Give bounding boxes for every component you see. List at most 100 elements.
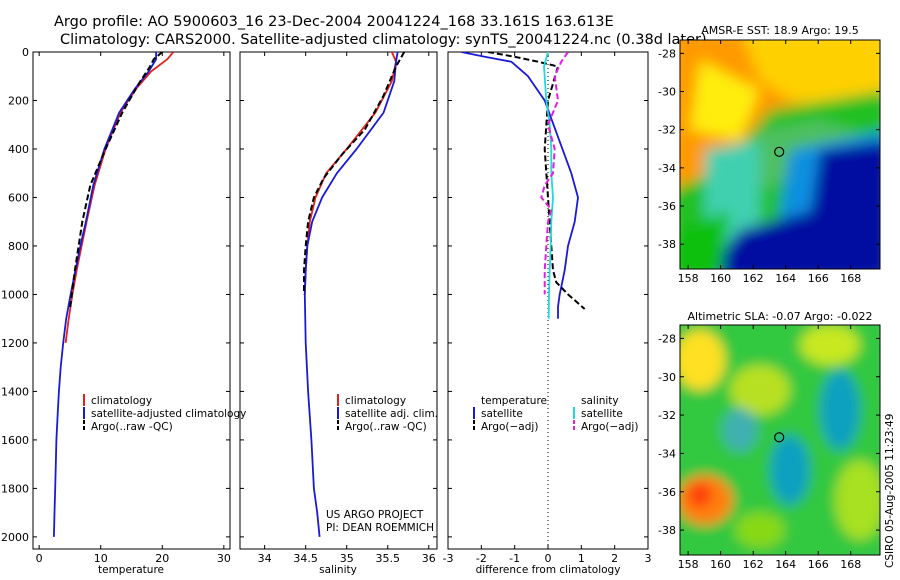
map-x-tick-label: 162 (743, 558, 764, 571)
sla-float-location-marker (774, 432, 785, 443)
series-line-sat_salinity (543, 52, 554, 319)
x-tick-label: -1 (509, 552, 520, 565)
sst-map-field (680, 40, 880, 269)
difference-axis-ticks: -3 -2 -1 0 1 2 3 (443, 51, 652, 565)
salinity-xlabel: salinity (319, 564, 357, 576)
figure-title-line1: Argo profile: AO 5900603_16 23-Dec-2004 … (54, 14, 614, 30)
series-line-argo (68, 52, 163, 310)
difference-xlabel: difference from climatology (476, 564, 621, 576)
temperature-series (53, 52, 175, 537)
map-x-tick-label: 164 (775, 558, 796, 571)
x-tick-label: 2 (611, 552, 618, 565)
x-tick-label: 34.5 (293, 552, 318, 565)
legend-satellite-label: satellite adj. clim. (345, 408, 438, 420)
map-y-tick-label: -28 (658, 332, 676, 345)
legend-salinity-heading: salinity (581, 395, 619, 407)
x-tick-label: 10 (94, 552, 108, 565)
map-y-tick-label: -34 (658, 162, 676, 175)
legend-climatology-label: climatology (91, 395, 152, 407)
y-tick-label: 1800 (1, 482, 29, 495)
legend-temp-satellite-label: satellite (481, 408, 523, 420)
side-timestamp-label: CSIRO 05-Aug-2005 11:23:49 (884, 414, 896, 568)
series-line-satellite (461, 52, 579, 319)
map-x-tick-label: 168 (840, 272, 861, 285)
series-line-argo (487, 52, 586, 310)
figure-title-line2: Climatology: CARS2000. Satellite-adjuste… (60, 32, 707, 48)
credit-line1: US ARGO PROJECT (326, 509, 424, 521)
x-tick-label: -2 (476, 552, 487, 565)
series-line-satellite (303, 52, 399, 537)
map-x-tick-label: 168 (840, 558, 861, 571)
y-tick-label: 2000 (1, 531, 29, 544)
credit-line2: PI: DEAN ROEMMICH (326, 522, 434, 534)
difference-legend: temperature satellite Argo(−adj) salinit… (473, 395, 638, 433)
map-x-tick-label: 166 (808, 558, 829, 571)
legend-sal-argo-label: Argo(−adj) (581, 421, 638, 433)
map-x-tick-label: 160 (710, 272, 731, 285)
sst-map-ticks: 158 160 162 164 166 168 -28 -30 -32 -34 -36 -38 (658, 40, 880, 285)
salinity-axis-ticks: 34 34.5 35 35.5 36 (240, 51, 437, 565)
map-y-tick-label: -30 (658, 371, 676, 384)
map-x-tick-label: 158 (678, 558, 699, 571)
sla-map-frame (679, 324, 881, 556)
map-y-tick-label: -28 (658, 47, 676, 60)
sla-map-ticks: 158 160 162 164 166 168 -28 -30 -32 -34 -36 -38 (658, 325, 880, 571)
legend-temp-argo-label: Argo(−adj) (481, 421, 538, 433)
map-y-tick-label: -38 (658, 238, 676, 251)
y-tick-label: 1200 (1, 337, 29, 350)
sla-map-field (680, 325, 880, 555)
map-y-tick-label: -38 (658, 524, 676, 537)
map-x-tick-label: 164 (775, 272, 796, 285)
map-x-tick-label: 166 (808, 272, 829, 285)
y-tick-label: 1400 (1, 385, 29, 398)
temperature-xlabel: temperature (98, 564, 164, 576)
x-tick-label: 35.5 (376, 552, 401, 565)
y-tick-label: 1600 (1, 434, 29, 447)
y-tick-label: 1000 (1, 288, 29, 301)
series-line-argo (303, 52, 406, 295)
legend-satellite-label: satellite-adjusted climatology (91, 408, 246, 420)
legend-sal-satellite-label: satellite (581, 408, 623, 420)
series-line-argo_salinity (540, 52, 569, 295)
x-tick-label: 3 (645, 552, 652, 565)
y-tick-label: 200 (8, 94, 29, 107)
x-tick-label: 35 (340, 552, 354, 565)
salinity-panel-frame (239, 51, 438, 550)
y-tick-label: 400 (8, 143, 29, 156)
map-y-tick-label: -36 (658, 486, 676, 499)
legend-climatology-label: climatology (345, 395, 406, 407)
temperature-axis-ticks: 0 10 20 30 0 200 400 600 800 1000 1200 1400 1600 1800… (1, 46, 231, 565)
sst-map-frame (679, 39, 881, 270)
x-tick-label: 0 (545, 552, 552, 565)
x-tick-label: 0 (36, 552, 43, 565)
temperature-panel-frame (32, 51, 231, 550)
y-tick-label: 800 (8, 240, 29, 253)
temperature-legend: climatology satellite-adjusted climatolo… (83, 394, 246, 433)
map-y-tick-label: -32 (658, 409, 676, 422)
map-x-tick-label: 160 (710, 558, 731, 571)
x-tick-label: 1 (578, 552, 585, 565)
x-tick-label: 34 (258, 552, 272, 565)
series-line-satellite (53, 52, 158, 537)
sst-map-title: AMSR-E SST: 18.9 Argo: 19.5 (701, 24, 859, 37)
x-tick-label: -3 (443, 552, 454, 565)
map-y-tick-label: -36 (658, 200, 676, 213)
salinity-legend: climatology satellite adj. clim. Argo(..… (337, 394, 438, 433)
y-tick-label: 0 (22, 46, 29, 59)
x-tick-label: 36 (422, 552, 436, 565)
x-tick-label: 20 (155, 552, 169, 565)
legend-temperature-heading: temperature (481, 395, 547, 407)
map-y-tick-label: -34 (658, 447, 676, 460)
map-y-tick-label: -30 (658, 86, 676, 99)
difference-series (461, 52, 586, 319)
legend-argo-label: Argo(..raw -QC) (345, 421, 427, 433)
sst-float-location-marker (774, 146, 785, 157)
map-y-tick-label: -32 (658, 124, 676, 137)
map-x-tick-label: 158 (678, 272, 699, 285)
legend-argo-label: Argo(..raw -QC) (91, 421, 173, 433)
x-tick-label: 30 (217, 552, 231, 565)
map-x-tick-label: 162 (743, 272, 764, 285)
salinity-series (303, 52, 406, 537)
y-tick-label: 600 (8, 191, 29, 204)
